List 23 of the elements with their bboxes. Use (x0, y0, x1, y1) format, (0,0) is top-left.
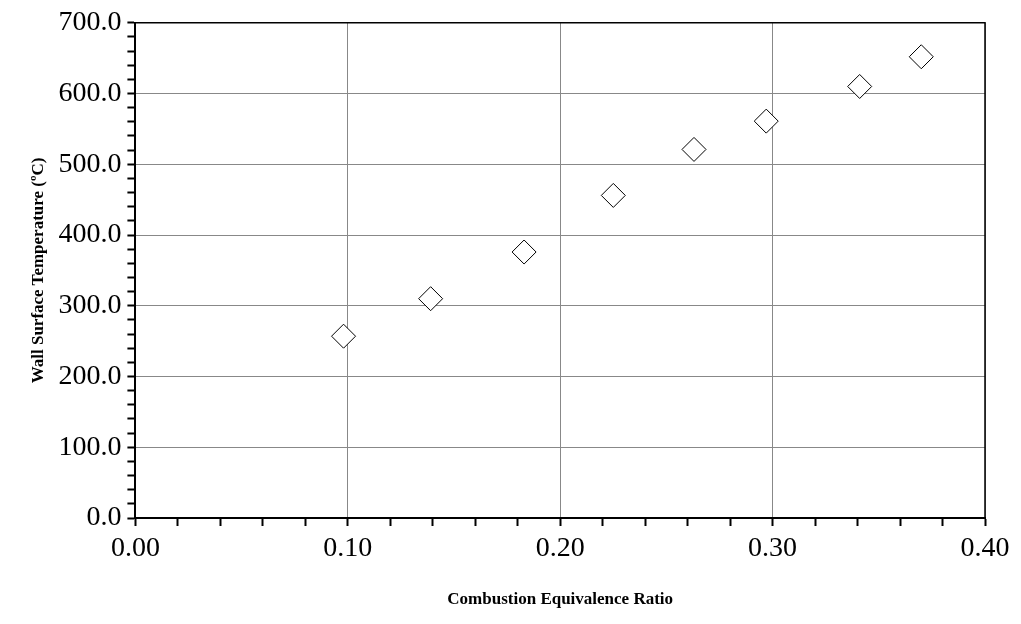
y-axis-title: Wall Surface Temperature (ºC) (27, 157, 47, 384)
x-tick-label: 0.20 (535, 531, 585, 563)
y-tick-label: 200.0 (58, 358, 122, 390)
x-axis-title: Combustion Equivalence Ratio (447, 589, 674, 609)
point (681, 136, 707, 162)
point (753, 108, 779, 134)
point (511, 239, 537, 265)
point (418, 286, 444, 312)
point (847, 73, 873, 99)
x-tick-label: 0.00 (110, 531, 160, 563)
y-tick-label: 300.0 (58, 288, 122, 320)
y-tick-label: 700.0 (58, 5, 122, 37)
y-tick-label: 600.0 (58, 75, 122, 107)
x-tick-label: 0.10 (323, 531, 373, 563)
x-tick-label: 0.30 (748, 531, 798, 563)
y-tick-label: 500.0 (58, 146, 122, 178)
y-tick-label: 400.0 (58, 217, 122, 249)
x-tick-label: 0.40 (960, 531, 1010, 563)
point (600, 182, 626, 208)
y-tick-label: 100.0 (58, 429, 122, 461)
y-tick-label: 0.0 (86, 500, 122, 532)
point (331, 323, 357, 349)
point (908, 44, 934, 70)
